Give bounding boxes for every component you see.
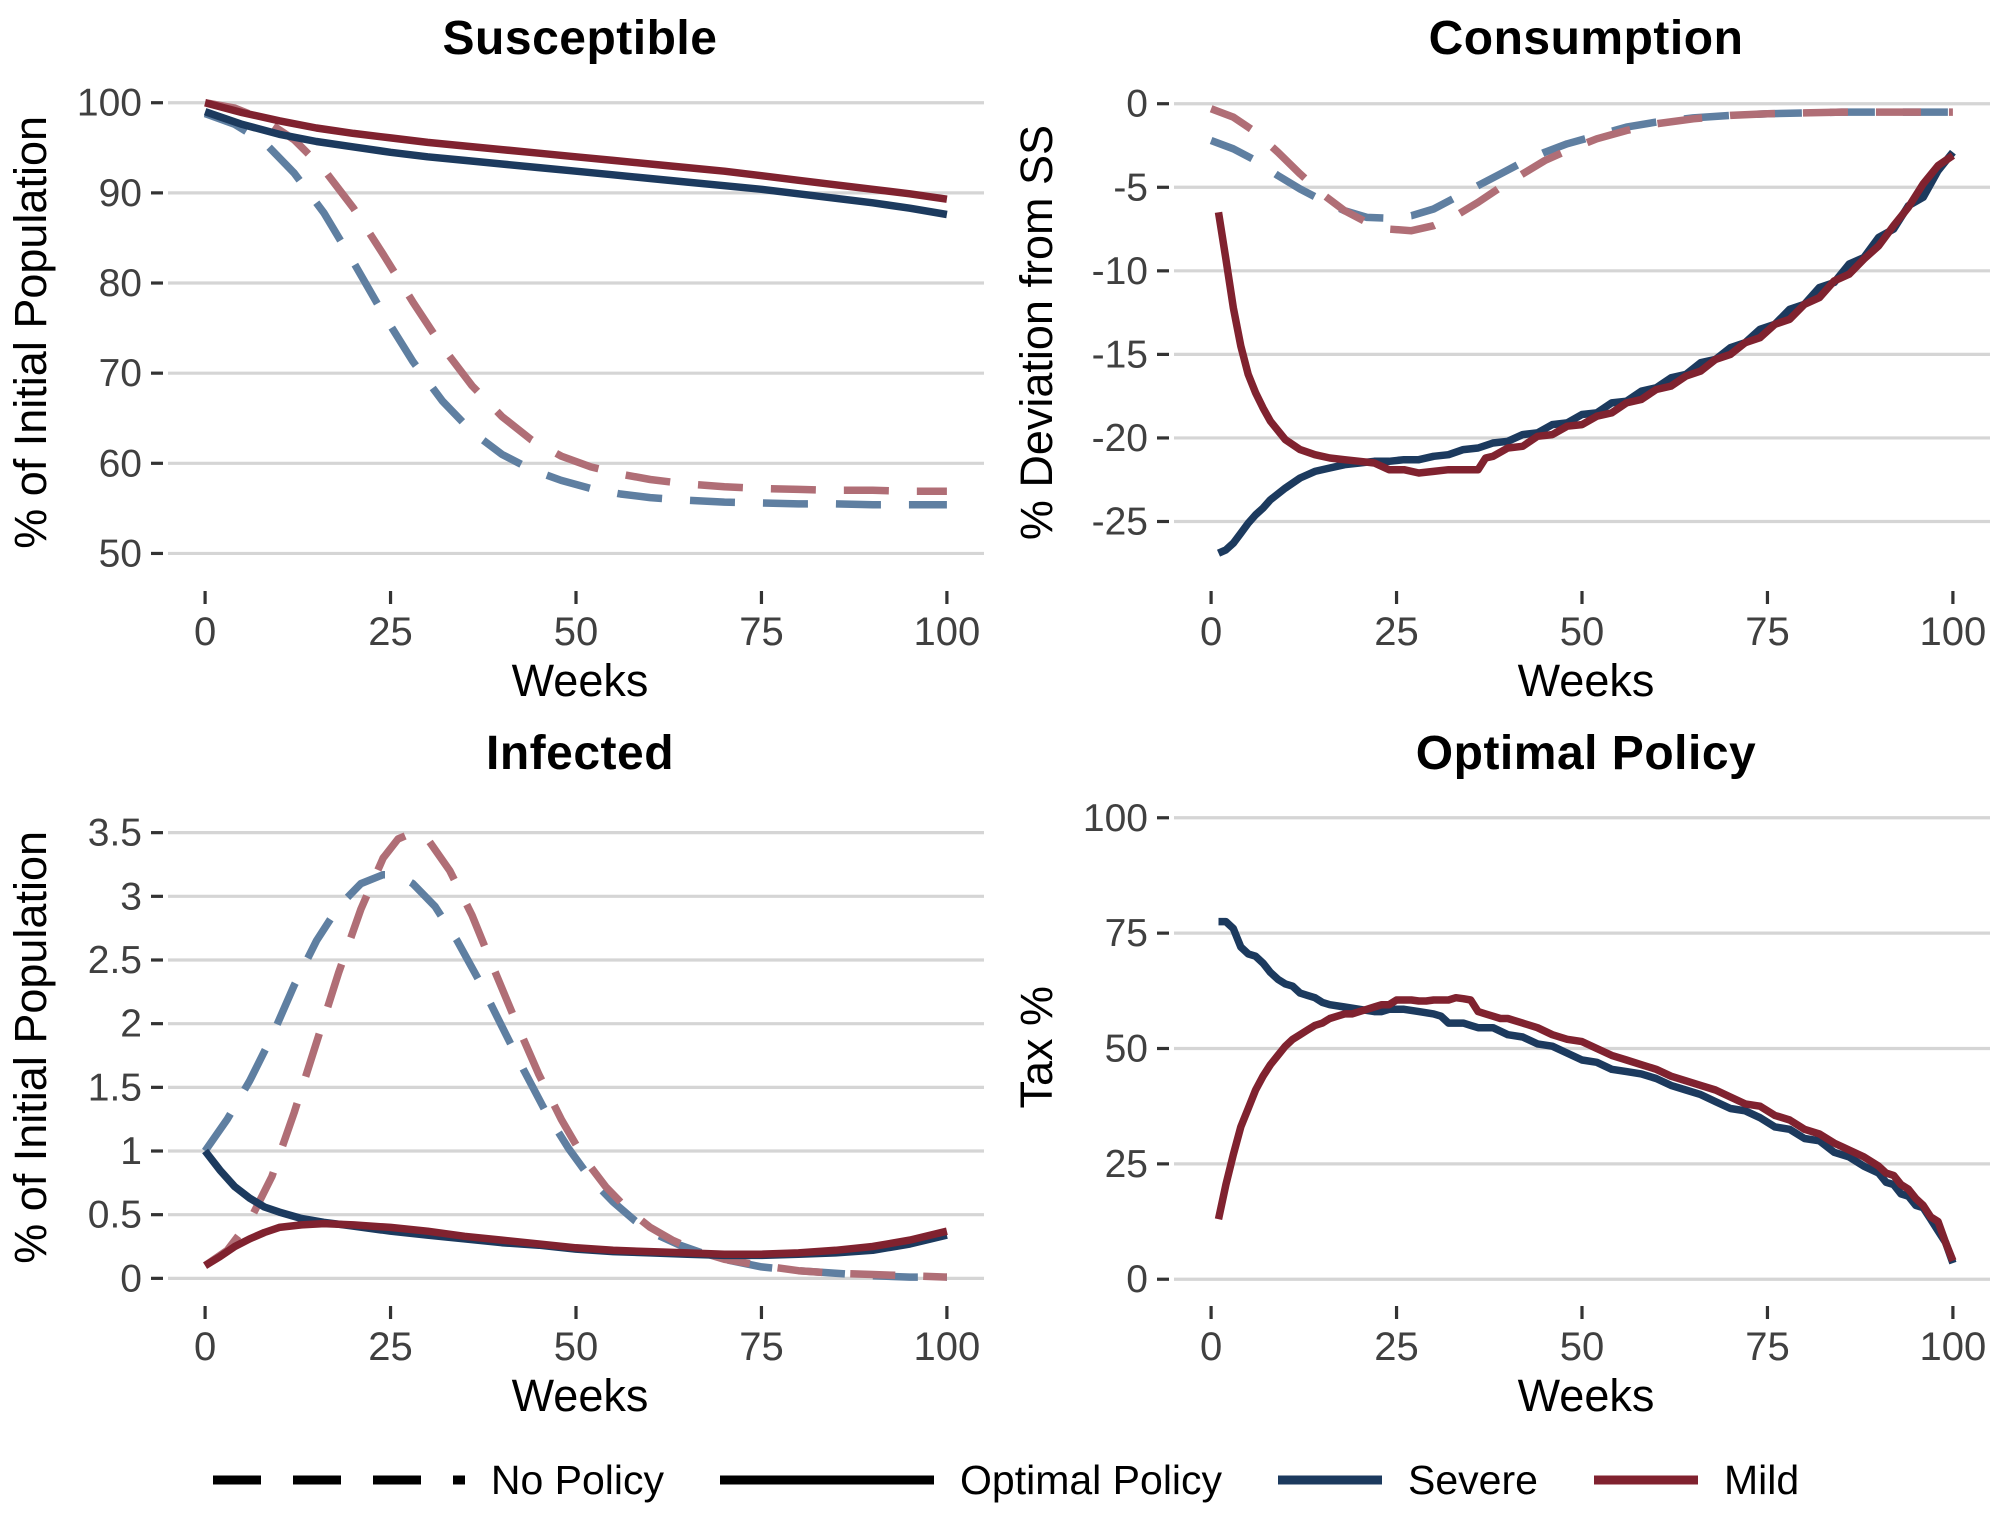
mild-line-swatch — [1593, 1475, 1698, 1485]
y-tick-label: 50 — [99, 532, 142, 575]
series-severe — [1218, 917, 1957, 1265]
y-tick-label: 50 — [1105, 1028, 1148, 1071]
x-tick-label: 0 — [1200, 610, 1222, 654]
panel-consumption: Consumption % Deviation from SS 0 -5 -10 -1… — [1006, 0, 2012, 715]
y-tick-label: 90 — [99, 172, 142, 215]
series-optimal-policy-mild — [1214, 152, 1956, 477]
solid-line-swatch — [720, 1475, 935, 1485]
susceptible-plot: 100 90 80 70 60 50 0 25 50 75 100 — [77, 82, 984, 654]
series-optimal-policy-severe — [202, 1148, 948, 1260]
x-tick-label: 25 — [1374, 1325, 1419, 1369]
x-tick-label: 0 — [194, 1325, 216, 1369]
y-tick-label: 1 — [120, 1130, 142, 1173]
y-tick-label: 80 — [99, 262, 142, 305]
y-axis-title-consumption: % Deviation from SS — [1011, 124, 1062, 541]
panel-infected: Infected % of Initial Population 3.5 3 2.5… — [0, 715, 1006, 1430]
y-axis-title-infected: % of Initial Population — [5, 831, 56, 1264]
panel-title-susceptible: Susceptible — [442, 12, 718, 65]
x-axis-title-infected: Weeks — [511, 1370, 649, 1421]
x-tick-label: 75 — [1745, 1325, 1790, 1369]
y-axis-title-optimal-policy: Tax % — [1011, 986, 1062, 1109]
series-no-policy-mild — [1209, 105, 1953, 235]
x-tick-label: 50 — [1560, 1325, 1605, 1369]
y-tick-label: 2 — [120, 1003, 142, 1046]
y-tick-label: 0 — [1126, 1258, 1148, 1301]
legend: No Policy Optimal Policy Severe Mild — [0, 1430, 2012, 1530]
x-tick-label: 75 — [1745, 610, 1790, 654]
y-tick-label: 1.5 — [88, 1066, 142, 1109]
y-tick-label: -15 — [1092, 333, 1148, 376]
series-no-policy-severe — [202, 870, 947, 1281]
y-tick-label: 3.5 — [88, 812, 142, 855]
y-tick-label: -25 — [1092, 500, 1148, 543]
legend-item-no-policy: No Policy — [212, 1456, 665, 1504]
x-tick-label: 100 — [1920, 610, 1987, 654]
y-tick-label: 0.5 — [88, 1194, 142, 1237]
legend-label: Mild — [1723, 1456, 1800, 1503]
y-tick-label: -10 — [1092, 250, 1148, 293]
x-tick-label: 100 — [1920, 1325, 1987, 1369]
y-tick-label: -5 — [1113, 166, 1148, 209]
legend-label: No Policy — [490, 1456, 665, 1503]
legend-item-severe: Severe — [1278, 1457, 1538, 1504]
y-tick-label: 100 — [77, 82, 142, 125]
series-optimal-policy-mild — [204, 99, 948, 203]
panel-title-infected: Infected — [485, 727, 675, 780]
panel-title-consumption: Consumption — [1428, 12, 1744, 65]
x-tick-label: 50 — [554, 1325, 599, 1369]
infected-plot: 3.5 3 2.5 2 1.5 1 0.5 0 0 25 50 75 100 — [88, 812, 984, 1369]
series-optimal-policy-severe — [1216, 149, 1956, 557]
legend-item-optimal-policy: Optimal Policy — [720, 1457, 1222, 1504]
y-tick-label: 25 — [1105, 1143, 1148, 1186]
series-no-policy-mild — [202, 828, 948, 1281]
x-axis-title-susceptible: Weeks — [511, 655, 649, 706]
y-tick-label: -20 — [1092, 417, 1148, 460]
y-tick-label: 100 — [1083, 797, 1148, 840]
series-mild — [1214, 993, 1957, 1263]
series-no-policy-severe — [203, 110, 947, 509]
y-tick-label: 0 — [1126, 83, 1148, 126]
x-tick-label: 0 — [194, 610, 216, 654]
x-tick-label: 100 — [914, 1325, 981, 1369]
x-tick-label: 75 — [739, 1325, 784, 1369]
y-tick-label: 70 — [99, 352, 142, 395]
panel-title-optimal-policy: Optimal Policy — [1415, 727, 1757, 780]
legend-label: Severe — [1408, 1456, 1538, 1503]
legend-item-mild: Mild — [1593, 1456, 1800, 1504]
panel-susceptible: Susceptible % of Initial Population 100 9… — [0, 0, 1006, 715]
x-axis-title-consumption: Weeks — [1517, 655, 1655, 706]
y-tick-label: 3 — [120, 875, 142, 918]
consumption-plot: 0 -5 -10 -15 -20 -25 0 25 50 75 100 — [1092, 83, 1990, 654]
x-tick-label: 100 — [914, 610, 981, 654]
optimal-policy-plot: 100 75 50 25 0 0 25 50 75 100 — [1083, 797, 1990, 1369]
series-optimal-policy-severe — [203, 108, 948, 219]
y-tick-label: 75 — [1105, 912, 1148, 955]
x-axis-title-optimal-policy: Weeks — [1517, 1370, 1655, 1421]
x-tick-label: 75 — [739, 610, 784, 654]
legend-label: Optimal Policy — [960, 1456, 1223, 1503]
panel-optimal-policy: Optimal Policy Tax % 100 75 50 25 0 0 25 50 75 10… — [1006, 715, 2012, 1430]
y-tick-label: 60 — [99, 442, 142, 485]
series-no-policy-mild — [204, 99, 947, 496]
x-tick-label: 25 — [368, 610, 413, 654]
y-axis-title-susceptible: % of Initial Population — [5, 116, 56, 549]
x-tick-label: 50 — [1560, 610, 1605, 654]
series-optimal-policy-mild — [203, 1219, 948, 1269]
x-tick-label: 25 — [368, 1325, 413, 1369]
x-tick-label: 25 — [1374, 610, 1419, 654]
severe-line-swatch — [1278, 1475, 1383, 1485]
series-no-policy-severe — [1209, 108, 1953, 222]
y-tick-label: 2.5 — [88, 939, 142, 982]
dashed-line-swatch — [212, 1475, 465, 1485]
x-tick-label: 50 — [554, 610, 599, 654]
y-tick-label: 0 — [120, 1257, 142, 1300]
x-tick-label: 0 — [1200, 1325, 1222, 1369]
